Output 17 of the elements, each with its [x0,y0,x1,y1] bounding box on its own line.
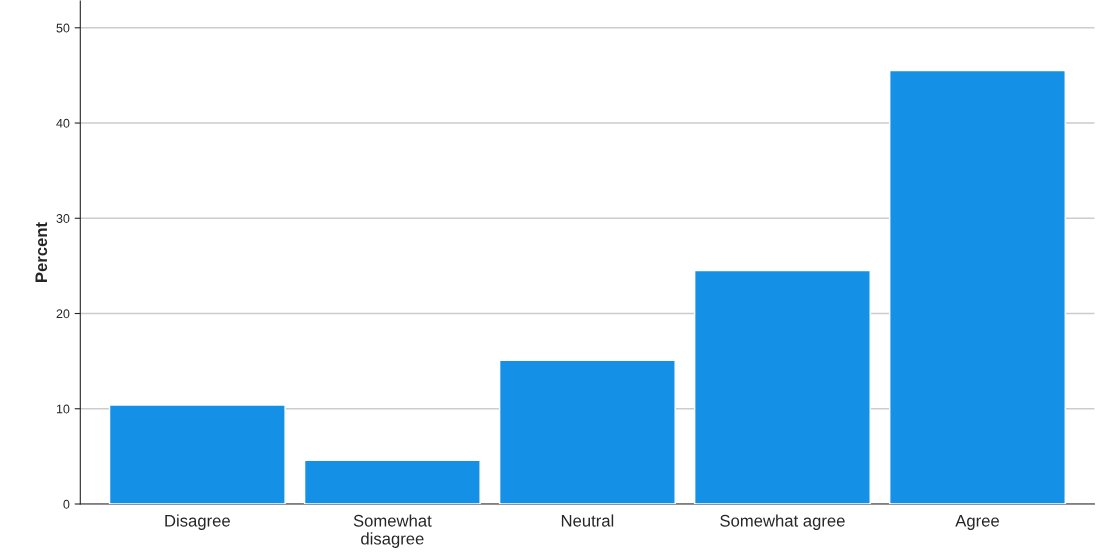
x-tick-label: Somewhat disagree [353,514,432,548]
x-tick-label: Neutral [561,514,614,527]
x-tick-label: Somewhat agree [720,514,845,530]
bar [303,459,481,504]
y-tick-label: 40 [56,118,70,128]
y-tick-label: 30 [56,214,70,223]
bar [889,69,1066,504]
y-tick-label: 10 [56,404,70,414]
y-axis-title: Percent [35,222,48,283]
y-tick-label: 0 [63,499,70,509]
x-tick-label: Disagree [165,514,230,530]
bar [693,269,871,504]
bar [108,404,286,504]
y-tick-label: 20 [56,309,70,319]
y-tick-label: 50 [56,23,70,33]
bar [498,359,676,504]
x-tick-label: Agree [955,515,999,530]
